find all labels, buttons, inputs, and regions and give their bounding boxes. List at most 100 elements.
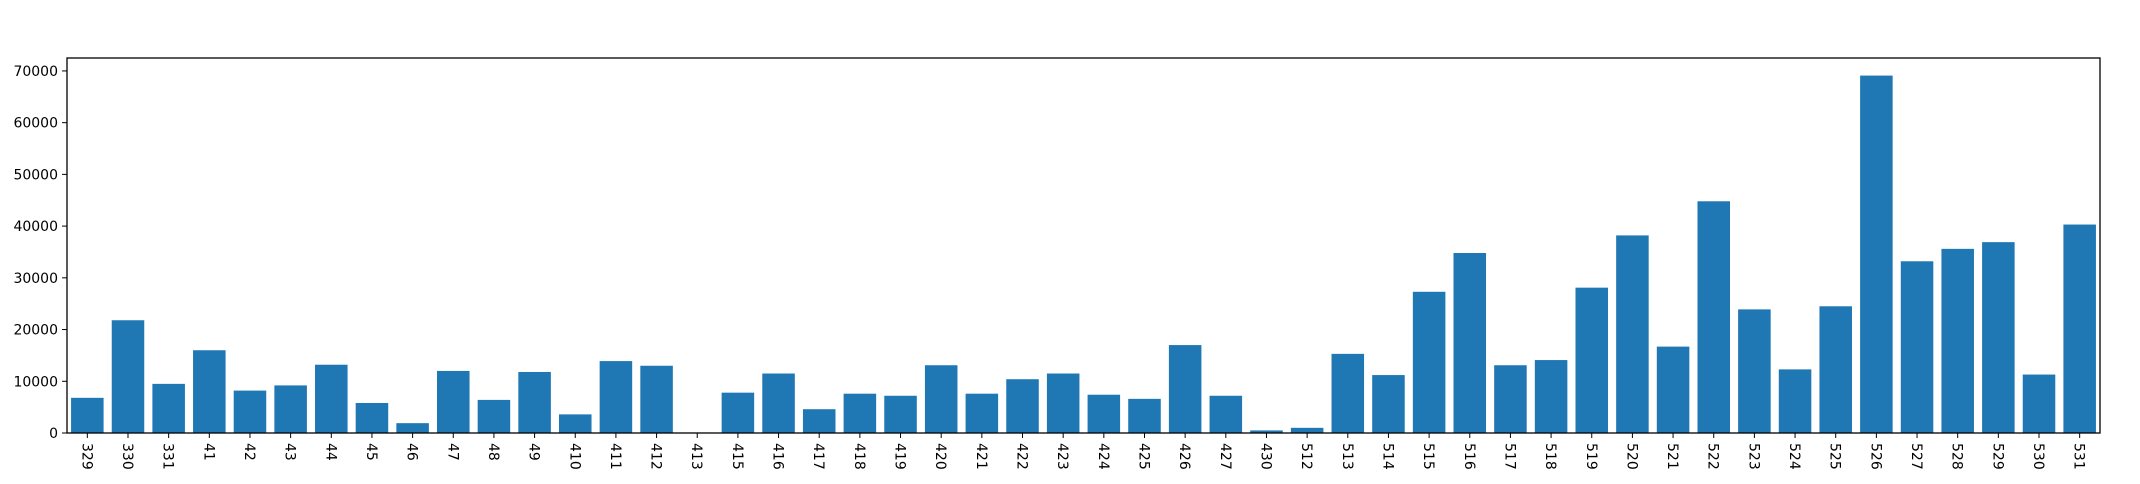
bar-520 <box>1616 235 1649 433</box>
bar-512 <box>1290 427 1324 433</box>
bar-417 <box>802 409 836 433</box>
bar-42 <box>233 390 267 433</box>
bar-411 <box>599 361 633 433</box>
x-tick-label: 419 <box>892 443 908 470</box>
bar-519 <box>1575 287 1609 433</box>
bar-331 <box>152 383 185 433</box>
x-tick-label: 520 <box>1623 443 1639 470</box>
x-tick-label: 416 <box>770 443 786 470</box>
x-tick-label: 330 <box>119 443 135 470</box>
bar-45 <box>355 403 389 433</box>
bar-522 <box>1697 201 1730 433</box>
bar-427 <box>1209 395 1243 433</box>
x-tick-label: 421 <box>973 443 989 470</box>
x-tick-label: 519 <box>1583 443 1599 470</box>
bar-514 <box>1372 375 1405 433</box>
x-tick-label: 430 <box>1257 443 1273 470</box>
bar-526 <box>1860 75 1893 433</box>
y-tick-label: 60000 <box>13 116 58 132</box>
y-tick-label: 50000 <box>13 167 58 183</box>
bar-41 <box>193 350 226 433</box>
x-tick-label: 424 <box>1095 443 1111 470</box>
plot-frame <box>66 57 2101 434</box>
bar-419 <box>884 395 917 433</box>
x-tick-label: 526 <box>1867 443 1883 470</box>
y-tick-label: 30000 <box>13 271 58 287</box>
x-axis: 329 330 331 41 42 43 44 45 46 47 48 49 410 411 412 413 4… <box>78 433 2087 470</box>
x-tick-label: 41 <box>200 443 216 461</box>
y-tick-label: 40000 <box>13 219 58 235</box>
x-tick-label: 529 <box>1989 443 2005 470</box>
x-tick-label: 523 <box>1745 443 1761 470</box>
y-tick-label: 20000 <box>13 323 58 339</box>
bar-426 <box>1168 345 1202 433</box>
x-tick-label: 527 <box>1908 443 1924 470</box>
bar-43 <box>274 385 307 433</box>
x-tick-label: 427 <box>1217 443 1233 470</box>
x-tick-label: 425 <box>1135 443 1151 470</box>
bar-416 <box>762 373 795 433</box>
bar-423 <box>1046 373 1080 433</box>
bar-415 <box>721 392 755 433</box>
bar-430 <box>1250 430 1283 433</box>
bar-48 <box>477 399 511 433</box>
x-tick-label: 513 <box>1339 443 1355 470</box>
bar-44 <box>315 364 348 433</box>
x-tick-label: 46 <box>404 443 420 461</box>
bar-420 <box>924 365 958 433</box>
bar-412 <box>640 365 673 433</box>
x-tick-label: 411 <box>607 443 623 470</box>
bar-530 <box>2022 374 2056 433</box>
x-tick-label: 528 <box>1949 443 1965 470</box>
bar-529 <box>1982 242 2015 433</box>
x-tick-label: 418 <box>851 443 867 470</box>
bars <box>71 75 2096 433</box>
bar-421 <box>965 393 999 433</box>
bar-521 <box>1656 346 1690 433</box>
bar-516 <box>1453 253 1487 433</box>
x-tick-label: 423 <box>1054 443 1070 470</box>
x-tick-label: 415 <box>729 443 745 470</box>
x-tick-label: 531 <box>2071 443 2087 470</box>
y-tick-label: 70000 <box>13 64 58 80</box>
bar-524 <box>1778 369 1812 433</box>
x-tick-label: 44 <box>322 443 338 461</box>
bar-329 <box>71 397 104 433</box>
y-tick-label: 10000 <box>13 374 58 390</box>
x-tick-label: 422 <box>1014 443 1030 470</box>
bar-47 <box>437 370 470 433</box>
x-tick-label: 45 <box>363 443 379 461</box>
bar-517 <box>1494 365 1527 433</box>
bar-525 <box>1819 306 1852 433</box>
bar-424 <box>1087 394 1121 433</box>
x-tick-label: 420 <box>932 443 948 470</box>
x-tick-label: 331 <box>160 443 176 470</box>
bar-422 <box>1006 379 1039 433</box>
x-tick-label: 525 <box>1827 443 1843 470</box>
bar-531 <box>2063 224 2096 433</box>
bar-418 <box>843 393 877 433</box>
y-tick-label: 0 <box>49 426 58 442</box>
x-tick-label: 514 <box>1379 443 1395 470</box>
x-tick-label: 512 <box>1298 443 1314 470</box>
bar-410 <box>558 414 592 433</box>
x-tick-label: 530 <box>2030 443 2046 470</box>
x-tick-label: 516 <box>1461 443 1477 470</box>
x-tick-label: 524 <box>1786 443 1802 470</box>
x-tick-label: 426 <box>1176 443 1192 470</box>
x-tick-label: 517 <box>1501 443 1517 470</box>
bar-527 <box>1900 261 1934 433</box>
x-tick-label: 521 <box>1664 443 1680 470</box>
x-tick-label: 518 <box>1542 443 1558 470</box>
x-tick-label: 515 <box>1420 443 1436 470</box>
bar-330 <box>111 320 145 433</box>
x-tick-label: 43 <box>282 443 298 461</box>
x-tick-label: 47 <box>444 443 460 461</box>
x-tick-label: 329 <box>78 443 94 470</box>
bar-515 <box>1412 291 1446 433</box>
x-tick-label: 413 <box>688 443 704 470</box>
y-axis: 0 10000 20000 30000 40000 50000 60000 70000 <box>13 64 67 442</box>
bar-425 <box>1128 398 1161 433</box>
